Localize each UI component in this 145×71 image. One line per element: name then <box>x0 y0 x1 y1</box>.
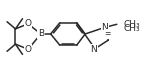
Text: B: B <box>38 29 44 38</box>
Text: CH₃: CH₃ <box>123 20 140 29</box>
Text: N: N <box>90 45 97 54</box>
Text: O: O <box>25 19 32 28</box>
Text: N: N <box>102 23 108 32</box>
Text: CH₃: CH₃ <box>123 24 140 33</box>
Text: =: = <box>105 29 111 38</box>
Text: O: O <box>25 45 32 54</box>
